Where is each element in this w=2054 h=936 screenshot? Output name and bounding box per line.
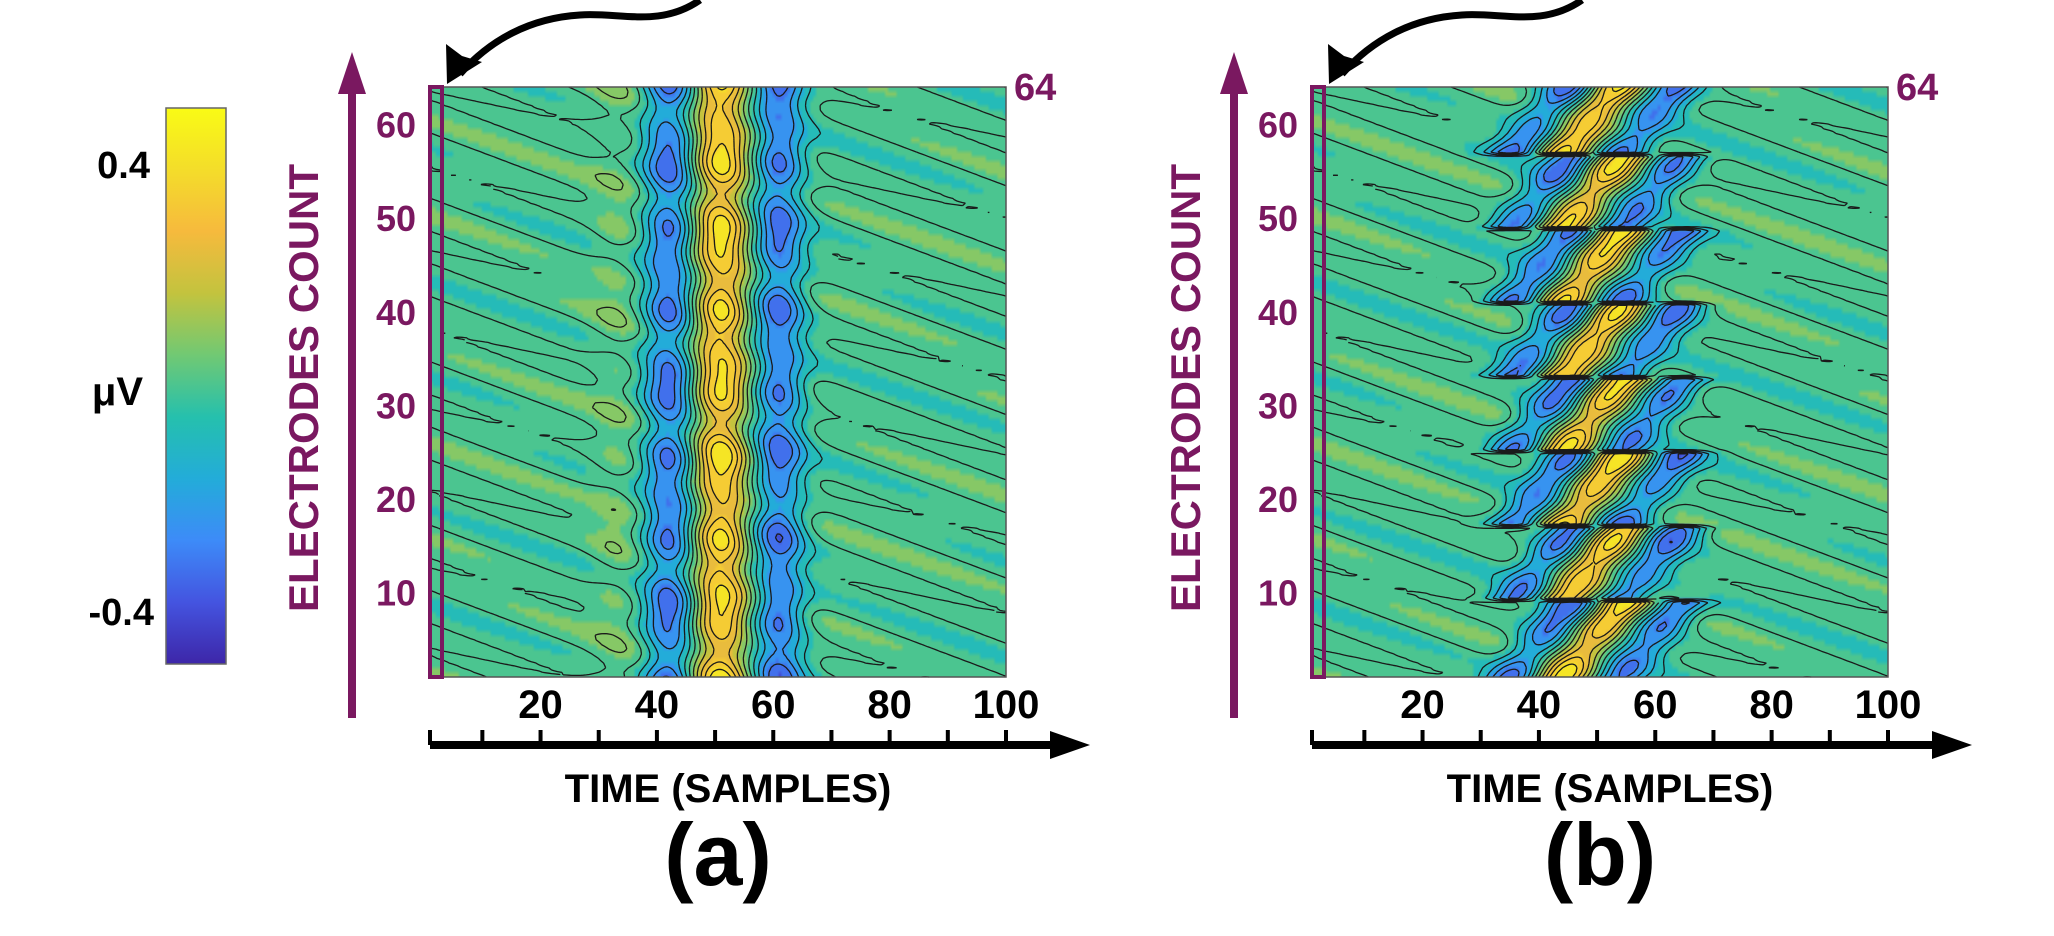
x-tick-label: 40: [635, 683, 680, 727]
marked-channel-label-a: 64: [1014, 67, 1056, 109]
panel-a: ELECTRODES COUNT 64 10 20 30 40 50 60 20 40 60 8…: [280, 0, 1090, 904]
panel-label-b: (b): [1544, 805, 1656, 904]
y-tick-label: 20: [376, 479, 416, 520]
y-tick-label: 10: [376, 573, 416, 614]
y-tick-label: 40: [376, 292, 416, 333]
pointer-arrow-a: [457, 0, 703, 77]
y-tick-label: 50: [1258, 198, 1298, 239]
colorbar-label: μV: [92, 370, 143, 414]
colorbar: 0.4 μV -0.4: [89, 107, 227, 665]
y-axis-label: ELECTRODES COUNT: [1162, 164, 1209, 612]
contour-path: [429, 86, 1007, 678]
heatmap-b: [1310, 85, 1889, 679]
x-tick-labels-b: 20 40 60 80 100: [1400, 683, 1921, 727]
y-tick-label: 60: [1258, 104, 1298, 145]
colorbar-gradient: [165, 107, 227, 665]
x-tick-label: 80: [1749, 683, 1794, 727]
x-tick-label: 80: [867, 683, 912, 727]
colorbar-tick-bottom: -0.4: [89, 592, 154, 634]
x-axis-arrowhead: [1932, 731, 1972, 759]
pointer-arrowhead-a: [446, 44, 482, 84]
y-tick-labels-b: 10 20 30 40 50 60: [1258, 104, 1298, 613]
x-tick-label: 100: [1855, 683, 1922, 727]
x-tick-label: 40: [1517, 683, 1562, 727]
contour-path: [1311, 86, 1889, 678]
x-tick-label: 60: [751, 683, 796, 727]
y-axis-arrowhead: [1220, 52, 1248, 94]
x-tick-label: 20: [518, 683, 563, 727]
y-tick-label: 40: [1258, 292, 1298, 333]
colorbar-tick-top: 0.4: [97, 145, 150, 187]
pointer-arrow-b: [1339, 0, 1585, 77]
contour-lines-b: [1311, 86, 1889, 678]
panel-b: ELECTRODES COUNT 64 10 20 30 40 50 60 20 40 60 8…: [1162, 0, 1972, 904]
x-axis-arrowhead: [1050, 731, 1090, 759]
y-axis-label: ELECTRODES COUNT: [280, 164, 327, 612]
x-tick-label: 20: [1400, 683, 1445, 727]
y-tick-label: 50: [376, 198, 416, 239]
contour-lines-a: [429, 86, 1007, 678]
y-tick-label: 10: [1258, 573, 1298, 614]
pointer-arrowhead-b: [1328, 44, 1364, 84]
heatmap-image-b: [1312, 87, 1888, 677]
x-axis-tick-marks-b: [1310, 730, 1890, 745]
y-tick-label: 20: [1258, 479, 1298, 520]
x-tick-labels-a: 20 40 60 80 100: [518, 683, 1039, 727]
y-tick-labels-a: 10 20 30 40 50 60: [376, 104, 416, 613]
heatmap-a: [428, 85, 1007, 679]
y-axis-arrowhead: [338, 52, 366, 94]
x-tick-label: 100: [973, 683, 1040, 727]
panel-label-a: (a): [664, 805, 772, 904]
marked-channel-box-b: [1310, 85, 1326, 679]
x-axis-label: TIME (SAMPLES): [565, 767, 892, 811]
x-axis-tick-marks-a: [428, 730, 1008, 745]
y-tick-label: 30: [376, 385, 416, 426]
marked-channel-label-b: 64: [1896, 67, 1938, 109]
heatmap-image-a: [430, 87, 1006, 677]
y-tick-label: 30: [1258, 385, 1298, 426]
x-axis-label: TIME (SAMPLES): [1447, 767, 1774, 811]
marked-channel-box-a: [428, 85, 444, 679]
y-tick-label: 60: [376, 104, 416, 145]
x-tick-label: 60: [1633, 683, 1678, 727]
